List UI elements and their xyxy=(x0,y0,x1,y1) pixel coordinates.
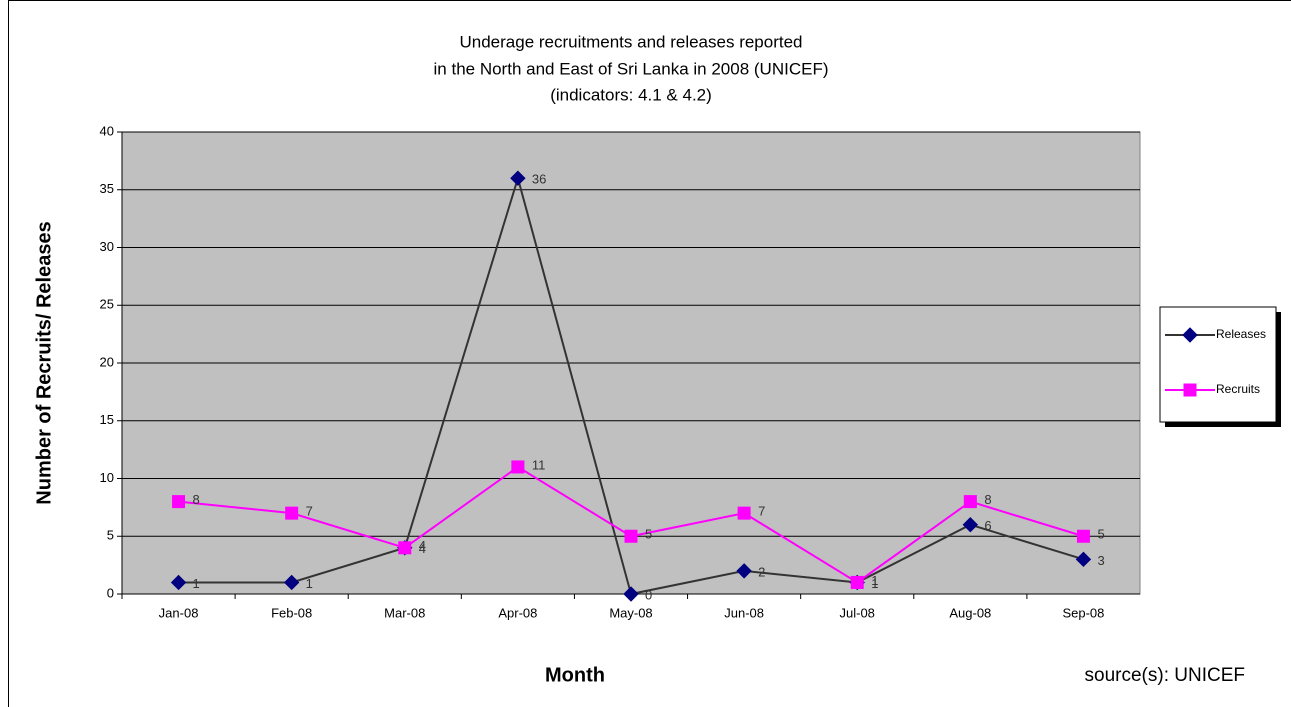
data-label: 0 xyxy=(645,587,652,602)
chart-title: (indicators: 4.1 & 4.2) xyxy=(550,85,712,104)
data-label: 5 xyxy=(645,527,652,542)
point-marker xyxy=(962,516,979,533)
data-label: 7 xyxy=(758,504,765,519)
point-marker xyxy=(398,541,412,555)
y-tick-label: 25 xyxy=(100,297,114,312)
legend-label: Releases xyxy=(1216,327,1266,341)
y-tick-label: 15 xyxy=(100,412,114,427)
data-label: 3 xyxy=(1097,553,1104,568)
source-note: source(s): UNICEF xyxy=(1085,665,1245,686)
data-label: 5 xyxy=(1097,527,1104,542)
data-label: 1 xyxy=(193,576,200,591)
data-label: 4 xyxy=(419,541,426,556)
y-tick-label: 30 xyxy=(100,239,114,254)
y-tick-label: 0 xyxy=(107,585,114,600)
x-tick-label: Jan-08 xyxy=(159,605,199,620)
data-label: 36 xyxy=(532,172,546,187)
point-marker xyxy=(624,529,638,543)
x-tick-label: Feb-08 xyxy=(271,605,312,620)
point-marker xyxy=(623,586,639,602)
x-tick-label: Apr-08 xyxy=(498,605,537,620)
y-tick-label: 20 xyxy=(100,354,114,369)
x-tick-label: Jun-08 xyxy=(724,605,764,620)
data-label: 11 xyxy=(532,457,546,472)
data-label: 7 xyxy=(306,504,313,519)
point-marker xyxy=(1183,383,1197,397)
x-tick-label: Mar-08 xyxy=(384,605,425,620)
data-label: 1 xyxy=(871,576,878,591)
data-label: 8 xyxy=(193,492,200,507)
point-marker xyxy=(510,170,526,186)
data-label: 1 xyxy=(871,573,878,588)
x-tick-label: Jul-08 xyxy=(840,605,875,620)
point-marker xyxy=(283,574,300,591)
point-marker xyxy=(1075,551,1092,568)
y-tick-label: 10 xyxy=(100,470,114,485)
point-marker xyxy=(736,563,752,579)
y-tick-label: 40 xyxy=(100,123,114,138)
point-marker xyxy=(170,574,187,591)
x-tick-label: Sep-08 xyxy=(1062,605,1104,620)
point-marker xyxy=(511,460,525,474)
x-tick-label: May-08 xyxy=(609,605,652,620)
point-marker xyxy=(1182,327,1198,343)
point-marker xyxy=(172,495,186,509)
chart-title: in the North and East of Sri Lanka in 20… xyxy=(434,59,829,78)
data-label: 4 xyxy=(419,538,426,553)
legend xyxy=(1159,306,1277,423)
point-marker xyxy=(285,506,299,520)
data-label: 1 xyxy=(306,576,313,591)
legend-label: Recruits xyxy=(1216,382,1260,396)
point-marker xyxy=(737,506,751,520)
y-tick-label: 35 xyxy=(100,181,114,196)
data-label: 2 xyxy=(758,564,765,579)
data-label: 8 xyxy=(984,492,991,507)
x-axis-label: Month xyxy=(545,664,605,686)
point-marker xyxy=(1076,529,1090,543)
point-marker xyxy=(850,575,864,589)
chart-title: Underage recruitments and releases repor… xyxy=(459,32,802,51)
y-axis-label: Number of Recruits/ Releases xyxy=(33,221,55,504)
x-tick-label: Aug-08 xyxy=(949,605,991,620)
data-label: 6 xyxy=(984,518,991,533)
point-marker xyxy=(963,495,977,509)
y-tick-label: 5 xyxy=(107,528,114,543)
